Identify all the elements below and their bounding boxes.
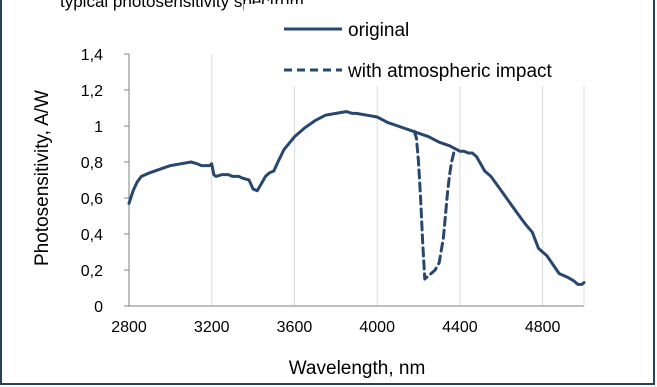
y-tick-label: 1 bbox=[94, 119, 103, 136]
x-tick-label: 4000 bbox=[359, 319, 395, 336]
series-layer bbox=[127, 110, 586, 286]
y-tick-label: 0,6 bbox=[81, 191, 103, 208]
x-tick-label: 3200 bbox=[194, 319, 230, 336]
series-line-original bbox=[127, 110, 586, 286]
x-axis-title: Wavelength, nm bbox=[289, 358, 426, 379]
axes-layer: 2800 3200 3600 4000 4400 4800 0 0,2 0,4 0,6 0,8 1 1,… bbox=[81, 47, 584, 336]
y-tick-label: 1,2 bbox=[81, 83, 103, 100]
y-tick-label: 0,8 bbox=[81, 155, 103, 172]
legend-box bbox=[244, 4, 644, 86]
legend: original with atmospheric impact bbox=[244, 4, 644, 86]
y-tick-label: 0 bbox=[94, 299, 103, 316]
x-tick-label: 4800 bbox=[525, 319, 561, 336]
x-tick-label: 2800 bbox=[111, 319, 147, 336]
grid-layer bbox=[211, 54, 585, 306]
x-tick-label: 3600 bbox=[277, 319, 313, 336]
legend-label-atmospheric: with atmospheric impact bbox=[347, 61, 553, 82]
legend-label-original: original bbox=[348, 20, 409, 41]
chart-caption: typical photosensitivity spectrum bbox=[60, 0, 304, 11]
x-tick-label: 4400 bbox=[442, 319, 478, 336]
y-tick-label: 1,4 bbox=[81, 47, 103, 64]
series-line-atmospheric bbox=[412, 129, 456, 281]
y-tick-label: 0,4 bbox=[81, 227, 103, 244]
y-axis-title: Photosensitivity, A/W bbox=[32, 90, 53, 266]
y-tick-label: 0,2 bbox=[81, 263, 103, 280]
